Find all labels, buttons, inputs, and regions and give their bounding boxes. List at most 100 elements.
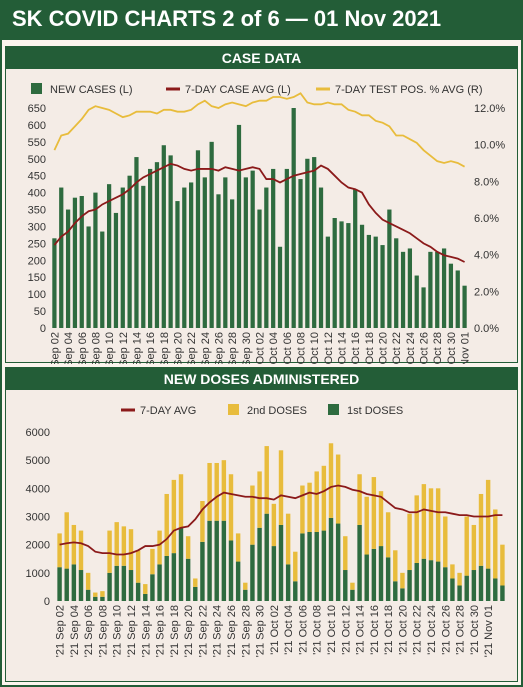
new-cases-bar (189, 182, 194, 328)
second-doses-bar (314, 471, 319, 532)
first-doses-bar (121, 565, 127, 601)
doses-panel: NEW DOSES ADMINISTERED 7-DAY AVG 2nd DOSE… (5, 367, 518, 682)
x-tick-label: '21 Sep 28 (227, 332, 239, 364)
new-cases-bar (312, 157, 317, 328)
second-doses-bar (393, 550, 398, 582)
x-tick-label: '21 Oct 20 (397, 605, 409, 655)
x-tick-label: '21 Sep 26 (226, 605, 238, 657)
first-doses-bar (100, 596, 105, 601)
new-cases-bar (148, 168, 153, 328)
first-doses-bar (214, 520, 219, 601)
new-cases-bar (72, 197, 78, 328)
legend-case-avg-label: 7-DAY CASE AVG (L) (185, 84, 291, 96)
new-cases-bar (86, 226, 91, 328)
x-tick-label: '21 Sep 22 (186, 332, 198, 364)
first-doses-bar (193, 586, 198, 601)
first-doses-bar (135, 582, 141, 601)
second-doses-bar (143, 584, 148, 594)
new-cases-bar (223, 177, 228, 328)
new-cases-bar (407, 248, 413, 328)
y-tick-left: 500 (28, 154, 46, 166)
second-doses-bar (450, 564, 455, 579)
case-data-panel: CASE DATA NEW CASES (L) 7-DAY CASE AVG (L… (5, 46, 518, 364)
y-tick-left: 200 (28, 255, 46, 267)
x-tick-label: '21 Oct 16 (350, 332, 362, 364)
new-cases-bar (271, 168, 276, 328)
first-doses-bar (200, 541, 205, 601)
second-doses-bar (228, 474, 234, 541)
doses-avg-line (59, 484, 503, 556)
second-doses-bar (171, 479, 177, 554)
second-doses-bar (500, 544, 505, 586)
x-tick-label: '21 Oct 20 (378, 332, 390, 364)
first-doses-bar (185, 558, 191, 601)
first-doses-bar (243, 589, 248, 601)
new-cases-bar (257, 209, 262, 328)
y-tick-right: 6.0% (474, 213, 499, 225)
new-cases-bar (134, 157, 139, 328)
x-tick-label: '21 Sep 20 (183, 605, 195, 657)
new-cases-bar (243, 177, 248, 328)
second-doses-bar (264, 446, 269, 514)
first-doses-bar (235, 561, 241, 601)
first-doses-bar (143, 593, 148, 601)
new-cases-bar (455, 270, 460, 328)
second-doses-bar (385, 512, 391, 558)
new-cases-bar (161, 145, 166, 328)
new-cases-bar (100, 231, 105, 328)
second-doses-bar (478, 493, 484, 566)
x-tick-label: '21 Sep 24 (212, 605, 224, 657)
doses-chart: 7-DAY AVG 2nd DOSES 1st DOSES 0 1000 2000 3000… (26, 404, 505, 657)
second-doses-bar (164, 493, 169, 556)
new-cases-bar (52, 238, 57, 328)
legend-1st-doses-label: 1st DOSES (347, 405, 403, 417)
second-doses-bar (471, 524, 477, 571)
second-doses-bar (257, 471, 262, 528)
second-doses-bar (371, 477, 377, 549)
first-doses-bar (71, 564, 77, 601)
legend-2nd-doses-label: 2nd DOSES (247, 405, 307, 417)
second-doses-bar (121, 526, 127, 566)
new-cases-bar (291, 108, 296, 328)
second-doses-bar (357, 474, 362, 525)
y-tick-right: 12.0% (474, 103, 505, 115)
second-doses-bar (135, 550, 141, 583)
first-doses-bar (85, 589, 91, 601)
first-doses-bar (293, 581, 298, 601)
new-cases-bar (366, 234, 371, 328)
new-cases-bar (120, 187, 125, 328)
new-cases-bar (339, 221, 344, 328)
second-doses-bar (428, 488, 434, 561)
x-tick-label: '21 Oct 30 (469, 605, 481, 655)
second-doses-bar (235, 533, 241, 562)
second-doses-bar (278, 450, 284, 525)
second-doses-bar (150, 548, 155, 575)
first-doses-bar (464, 575, 469, 601)
x-tick-label: '21 Oct 18 (364, 332, 376, 364)
new-cases-bar (182, 187, 187, 328)
first-doses-bar (271, 546, 277, 601)
first-doses-bar (107, 572, 112, 601)
first-doses-bar (178, 527, 184, 601)
x-tick-label: '21 Sep 06 (83, 605, 95, 657)
y-tick-left: 300 (28, 221, 46, 233)
x-tick-label: '21 Oct 12 (340, 605, 352, 655)
legend-test-pos-label: 7-DAY TEST POS. % AVG (R) (335, 84, 483, 96)
new-cases-bar (216, 194, 221, 328)
x-tick-label: '21 Sep 14 (140, 605, 152, 657)
case-data-chart: NEW CASES (L) 7-DAY CASE AVG (L) 7-DAY TES… (28, 83, 505, 364)
y-tick-left: 450 (28, 171, 46, 183)
second-doses-bar (100, 591, 105, 597)
first-doses-bar (300, 533, 305, 601)
new-cases-bar (394, 238, 399, 328)
new-cases-bar (346, 223, 351, 328)
first-doses-bar (264, 513, 269, 601)
new-cases-bar (298, 179, 303, 328)
x-tick-label: '21 Sep 30 (255, 605, 267, 657)
x-tick-label: '21 Oct 04 (283, 605, 295, 655)
x-tick-label: '21 Oct 22 (412, 605, 424, 655)
new-cases-bar (441, 248, 447, 328)
first-doses-bar (328, 517, 334, 601)
second-doses-bar (93, 592, 98, 597)
x-tick-label: '21 Sep 06 (77, 332, 89, 364)
